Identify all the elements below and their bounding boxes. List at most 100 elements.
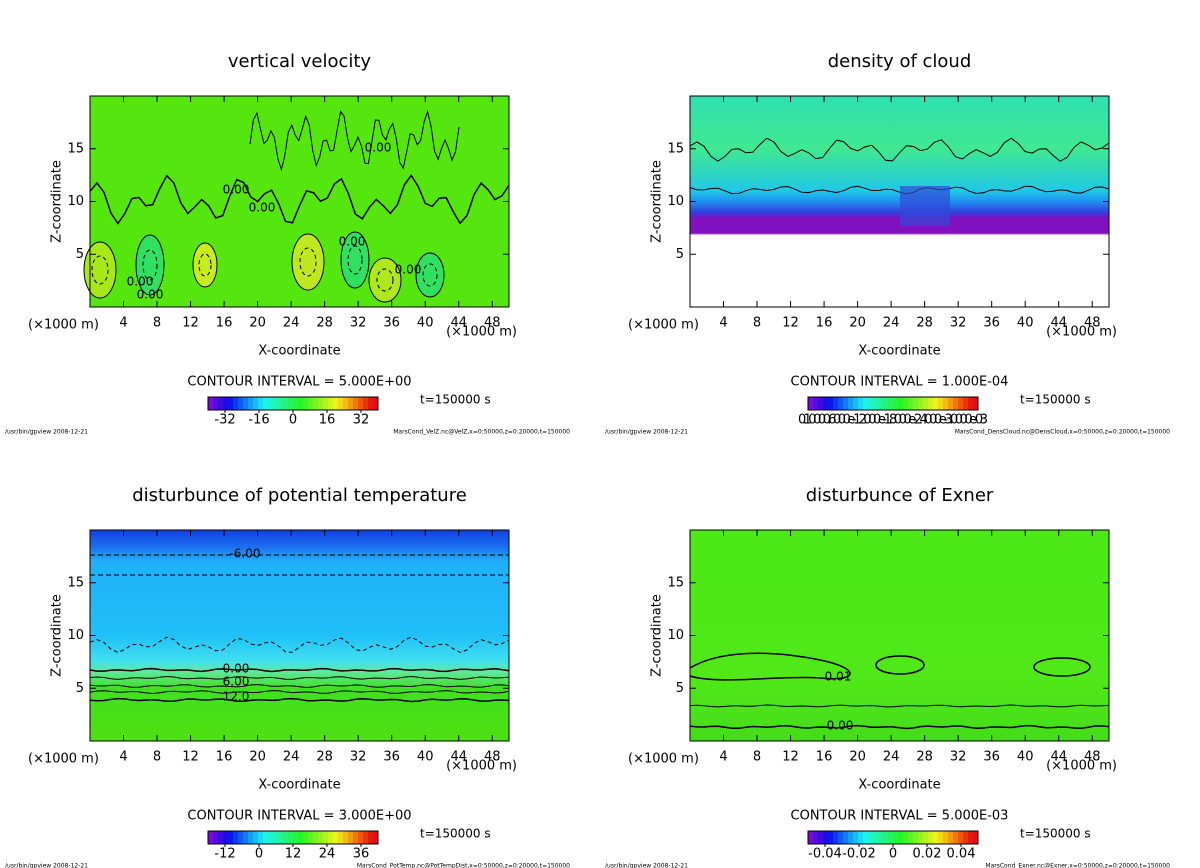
colorbar-cell <box>343 397 349 410</box>
colorbar-cell <box>953 831 959 844</box>
colorbar-cell <box>948 831 954 844</box>
colorbar-cell <box>838 831 844 844</box>
colorbar-cell <box>318 397 324 410</box>
contour-interval: CONTOUR INTERVAL = 5.000E+00 <box>187 375 411 390</box>
colorbar-cell <box>273 831 279 844</box>
field-blob <box>422 263 438 287</box>
colorbar-cell <box>338 831 344 844</box>
contour-line <box>689 137 1110 162</box>
field-blob <box>198 253 212 277</box>
colorbar-cell <box>943 397 949 410</box>
colorbar-cell <box>878 831 884 844</box>
colorbar-tick-label: 0.04 <box>947 847 976 862</box>
x-tick-label: 12 <box>782 316 799 331</box>
colorbar-cell <box>848 831 854 844</box>
colorbar-cell <box>808 397 814 410</box>
colorbar-cell <box>958 397 964 410</box>
contour-interval: CONTOUR INTERVAL = 3.000E+00 <box>187 809 411 824</box>
x-tick-label: 28 <box>916 316 933 331</box>
colorbar-cell <box>313 397 319 410</box>
x-unit: (×1000 m) <box>28 318 99 333</box>
colorbar-cell <box>828 831 834 844</box>
colorbar-cell <box>208 397 214 410</box>
footer-left: /usr/bin/gpview 2008-12-21 <box>605 863 688 868</box>
colorbar-cell <box>288 831 294 844</box>
colorbar-cell <box>933 397 939 410</box>
colorbar-cell <box>248 831 254 844</box>
colorbar-cell <box>968 831 974 844</box>
colorbar-cell <box>373 397 379 410</box>
colorbar-cell <box>278 831 284 844</box>
colorbar-tick-label: 0 <box>255 847 263 862</box>
y-tick-label: 5 <box>76 681 84 696</box>
y-tick-label: 5 <box>676 681 684 696</box>
x-tick-label: 16 <box>816 316 833 331</box>
colorbar-cell <box>253 397 259 410</box>
contour-line <box>89 675 510 680</box>
footer-left: /usr/bin/gpview 2008-12-21 <box>5 863 88 868</box>
colorbar-cell <box>338 397 344 410</box>
footer-right: MarsCond_Exner.nc@Exner,x=0:50000,z=0:20… <box>985 863 1170 868</box>
colorbar-cell <box>918 831 924 844</box>
colorbar-tick-label: -32 <box>214 413 235 428</box>
colorbar-cell <box>343 831 349 844</box>
contour-interval: CONTOUR INTERVAL = 1.000E-04 <box>791 375 1009 390</box>
footer-left: /usr/bin/gpview 2008-12-21 <box>5 429 88 436</box>
colorbar-cell <box>308 831 314 844</box>
x-unit: (×1000 m) <box>1046 759 1117 774</box>
colorbar-cell <box>353 397 359 410</box>
x-tick-label: 28 <box>316 750 333 765</box>
x-tick-label: 24 <box>883 316 900 331</box>
x-tick-label: 24 <box>283 316 300 331</box>
colorbar-cell <box>298 397 304 410</box>
footer-right: MarsCond_VelZ.nc@VelZ,x=0:50000,z=0:2000… <box>393 429 570 436</box>
colorbar-frame <box>807 396 979 411</box>
colorbar-tick-label: 36 <box>353 847 370 862</box>
colorbar-cell <box>963 831 969 844</box>
contour-label: 0.00 <box>395 263 422 277</box>
x-tick-label: 40 <box>417 316 434 331</box>
colorbar-cell <box>823 831 829 844</box>
contour-label: 12.0 <box>223 690 250 704</box>
x-unit: (×1000 m) <box>28 752 99 767</box>
colorbar-cell <box>863 397 869 410</box>
colorbar-cell <box>908 831 914 844</box>
time-label: t=150000 s <box>420 393 491 407</box>
contour-label: 0.00 <box>223 662 250 676</box>
contour-line <box>689 652 851 681</box>
x-axis-label: X-coordinate <box>258 344 340 359</box>
colorbar-cell <box>958 831 964 844</box>
colorbar-tick-label: 0 <box>889 847 897 862</box>
colorbar-cell <box>883 397 889 410</box>
field-blob <box>347 245 363 275</box>
colorbar-cell <box>873 397 879 410</box>
x-tick-label: 44 <box>1050 316 1067 331</box>
colorbar-cell <box>858 397 864 410</box>
colorbar-cell <box>258 397 264 410</box>
field-blob <box>83 241 117 299</box>
colorbar-cell <box>348 397 354 410</box>
x-tick-label: 48 <box>1084 316 1101 331</box>
colorbar-cell <box>828 397 834 410</box>
colorbar-cell <box>368 397 374 410</box>
x-tick-label: 20 <box>849 316 866 331</box>
y-axis-label: Z-coordinate <box>650 594 665 677</box>
field-blob <box>299 247 317 277</box>
x-tick-label: 44 <box>450 750 467 765</box>
x-tick-label: 36 <box>983 750 1000 765</box>
colorbar-cell <box>213 397 219 410</box>
x-tick-label: 40 <box>1017 750 1034 765</box>
colorbar-cell <box>363 831 369 844</box>
x-tick-label: 20 <box>249 316 266 331</box>
field-blob <box>142 249 158 281</box>
x-tick-label: 8 <box>753 750 761 765</box>
x-axis-label: X-coordinate <box>858 344 940 359</box>
colorbar-cell <box>973 397 979 410</box>
colorbar-cell <box>883 831 889 844</box>
contour-label: 0.00 <box>339 235 366 249</box>
colorbar-cell <box>863 831 869 844</box>
x-unit: (×1000 m) <box>1046 325 1117 340</box>
colorbar-cell <box>208 831 214 844</box>
x-tick-label: 36 <box>383 750 400 765</box>
